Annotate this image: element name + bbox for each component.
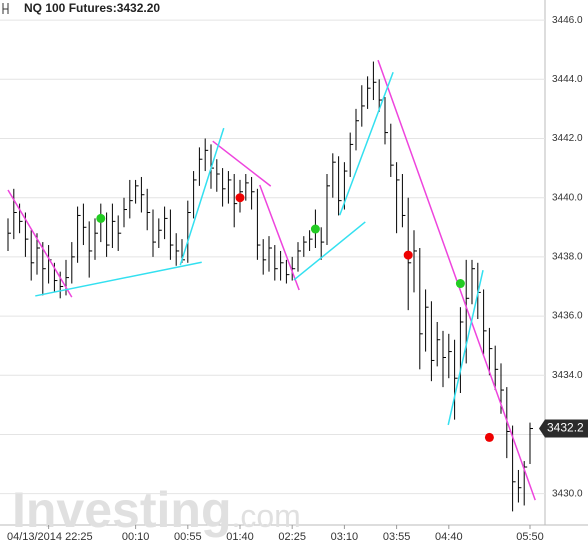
last-price-label: 3432.2 — [547, 421, 584, 435]
y-tick-label: 3444.0 — [552, 74, 583, 85]
signal-dot — [235, 193, 245, 203]
x-tick-label: 00:55 — [174, 531, 202, 543]
y-tick-label: 3430.0 — [552, 488, 583, 499]
plot-area — [0, 19, 545, 512]
chart-icon — [2, 3, 9, 14]
y-tick-label: 3434.0 — [552, 370, 583, 381]
x-tick-label: 02:25 — [278, 531, 306, 543]
y-tick-label: 3440.0 — [552, 192, 583, 203]
signal-dot — [455, 279, 465, 289]
last-price-box — [539, 419, 588, 438]
trend-line — [293, 221, 366, 281]
y-tick-label: 3436.0 — [552, 311, 583, 322]
trend-line — [179, 127, 225, 266]
signal-dot — [484, 432, 494, 442]
x-tick-label: 03:55 — [383, 531, 411, 543]
watermark-brand: Investing — [12, 482, 231, 538]
trend-line — [339, 71, 394, 216]
x-tick-label: 03:10 — [331, 531, 359, 543]
x-tick-label: 01:40 — [226, 531, 254, 543]
trend-line — [35, 261, 202, 297]
x-tick-label: 04/13/2014 22:25 — [7, 531, 93, 543]
y-tick-label: 3438.0 — [552, 252, 583, 263]
trend-line — [447, 270, 484, 426]
signal-dot — [403, 250, 413, 260]
signal-dot — [310, 224, 320, 234]
trend-line — [259, 184, 300, 291]
signal-dot — [96, 213, 106, 223]
y-tick-label: 3446.0 — [552, 15, 583, 26]
watermark-suffix: .com — [231, 498, 300, 534]
x-tick-label: 05:50 — [516, 531, 544, 543]
x-tick-label: 04:40 — [435, 531, 463, 543]
y-tick-label: 3442.0 — [552, 133, 583, 144]
chart-title: NQ 100 Futures:3432.20 — [24, 1, 160, 15]
x-tick-label: 00:10 — [122, 531, 150, 543]
trend-line — [7, 189, 73, 298]
trend-line — [377, 59, 536, 501]
trend-line — [212, 140, 272, 187]
